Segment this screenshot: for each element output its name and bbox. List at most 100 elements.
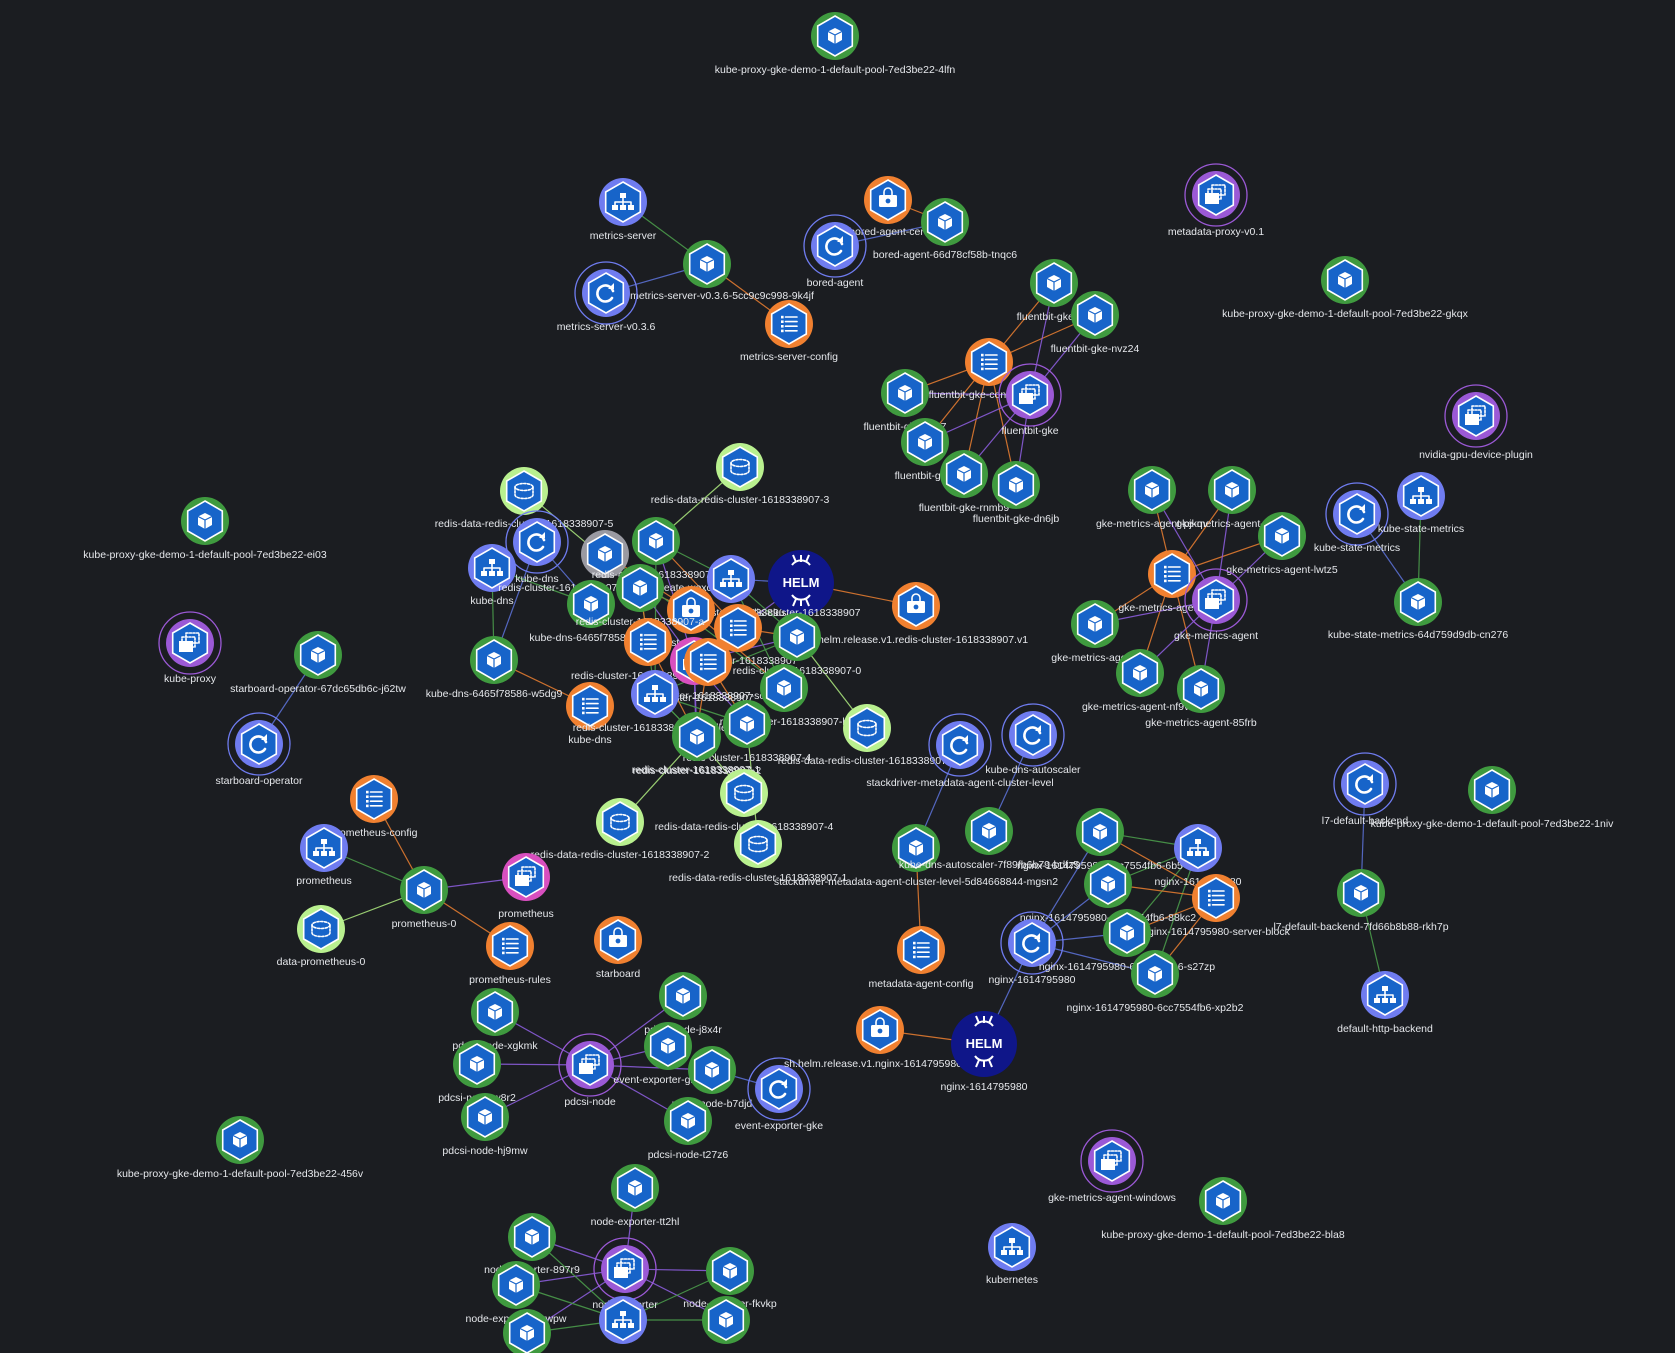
node-nx-dep[interactable]: nginx-1614795980	[989, 911, 1076, 986]
node-nx-pod4[interactable]: nginx-1614795980-6cc7554fb6-xp2b2	[1067, 950, 1244, 1014]
node-gma-nf9[interactable]: gke-metrics-agent-nf9vm	[1082, 649, 1198, 713]
node-rc-pod-2[interactable]: redis-cluster-1618338907-2	[633, 713, 762, 777]
node-l7-pod[interactable]: l7-default-backend-7fd66b8b88-rkh7p	[1273, 869, 1449, 933]
node-kp-bla8[interactable]: kube-proxy-gke-demo-1-default-pool-7ed3b…	[1101, 1177, 1345, 1241]
node-prom-svc[interactable]: prometheus	[296, 824, 352, 887]
node-rdr-3[interactable]: redis-data-redis-cluster-1618338907-3	[651, 443, 830, 506]
stack-icon	[1019, 384, 1040, 404]
node-rdr-0[interactable]: redis-data-redis-cluster-1618338907-0	[778, 704, 957, 767]
node-pd-ds[interactable]: pdcsi-node	[558, 1033, 622, 1108]
node-starboard[interactable]: starboard	[594, 916, 642, 980]
node-label: redis-data-redis-cluster-1618338907-0	[778, 755, 957, 767]
node-prom-sts[interactable]: prometheus	[498, 853, 554, 920]
node-kproxy-ds[interactable]: kube-proxy	[158, 611, 222, 685]
node-gmaw-ds[interactable]: gke-metrics-agent-windows	[1048, 1129, 1176, 1204]
node-ba-pod[interactable]: bored-agent-66d78cf58b-tnqc6	[873, 198, 1017, 261]
node-fb-rnmb[interactable]: fluentbit-gke-rnmb9	[919, 450, 1010, 514]
cube-icon	[632, 580, 648, 597]
node-nx-helm[interactable]: HELM nginx-1614795980	[941, 1011, 1028, 1093]
node-prom-cfg[interactable]: prometheus-config	[331, 775, 418, 839]
node-so-dep[interactable]: starboard-operator	[216, 712, 303, 787]
node-ne-ds[interactable]: node-exporter	[592, 1237, 658, 1311]
node-ne-b1[interactable]	[503, 1309, 551, 1353]
node-ma-cfg[interactable]: metadata-agent-config	[868, 926, 974, 990]
node-gma-2[interactable]: gke-metrics-agent-rgrc4	[1176, 466, 1288, 530]
node-kp-456v[interactable]: kube-proxy-gke-demo-1-default-pool-7ed3b…	[117, 1116, 364, 1180]
node-rc-pod-4[interactable]: redis-cluster-1618338907-4	[683, 700, 812, 764]
node-pd-hj9[interactable]: pdcsi-node-hj9mw	[442, 1093, 528, 1157]
node-k8s-svc[interactable]: kubernetes	[986, 1223, 1038, 1286]
node-mdp[interactable]: metadata-proxy-v0.1	[1168, 163, 1264, 238]
helm-chart-node	[768, 550, 834, 616]
node-gma-lwtz5[interactable]: gke-metrics-agent-lwtz5	[1226, 512, 1338, 576]
node-label: gke-metrics-agent-lwtz5	[1226, 564, 1338, 576]
node-prom-pvc[interactable]: data-prometheus-0	[277, 905, 366, 968]
node-kdns-cfg[interactable]: kube-dns	[566, 682, 614, 746]
node-kdns-dep[interactable]: kube-dns	[505, 510, 569, 585]
outer-ring	[227, 712, 291, 776]
node-helm-rc[interactable]: HELM redis-cluster-1618338907	[741, 550, 861, 619]
node-ee-dep[interactable]: event-exporter-gke	[735, 1057, 823, 1132]
node-ms-cfg[interactable]: metrics-server-config	[740, 300, 838, 363]
node-rdr-4[interactable]: redis-data-redis-cluster-1618338907-4	[655, 769, 834, 833]
node-prom-rules[interactable]: prometheus-rules	[469, 922, 551, 986]
node-dhb-svc[interactable]: default-http-backend	[1337, 971, 1433, 1035]
node-nx-cfg[interactable]: nginx-1614795980-server-block	[1142, 874, 1291, 938]
node-ms-pod[interactable]: metrics-server-v0.3.6-5cc9c9c998-9k4jf	[630, 240, 814, 302]
node-fb-ds[interactable]: fluentbit-gke	[998, 363, 1062, 437]
outer-ring	[1000, 911, 1064, 975]
node-helm-rc-sec[interactable]: sh.helm.release.v1.redis-cluster-1618338…	[804, 582, 1028, 646]
node-kdns-svc[interactable]: kube-dns	[468, 544, 516, 607]
node-pd-xgk[interactable]: pdcsi-node-xgkmk	[452, 988, 538, 1052]
node-pd-t27[interactable]: pdcsi-node-t27z6	[648, 1097, 729, 1161]
node-sd-pod[interactable]: stackdriver-metadata-agent-cluster-level…	[774, 824, 1058, 888]
node-gma-1[interactable]: gke-metrics-agent-pjkqv	[1096, 466, 1209, 530]
node-kp-ei03[interactable]: kube-proxy-gke-demo-1-default-pool-7ed3b…	[83, 497, 327, 561]
node-prom-0[interactable]: prometheus-0	[392, 866, 457, 930]
node-gma-85f[interactable]: gke-metrics-agent-85frb	[1145, 665, 1257, 729]
node-label: prometheus-rules	[469, 974, 551, 986]
node-kda-dep[interactable]: kube-dns-autoscaler	[985, 703, 1081, 776]
node-kdns-pod1[interactable]: kube-dns-6465f78586-9vfr	[529, 580, 653, 644]
node-gma-3[interactable]: gke-metrics-agent-	[1051, 600, 1139, 664]
node-ba-cert[interactable]: bored-agent-cert	[849, 176, 927, 238]
hexagon-badge	[689, 641, 727, 683]
node-fb-dn6[interactable]: fluentbit-gke-dn6jb	[973, 461, 1060, 525]
node-rdr-5[interactable]: redis-data-redis-cluster-1618338907-5	[435, 467, 614, 530]
node-ms-svc[interactable]: metrics-server	[590, 178, 657, 242]
node-ksm-dep[interactable]: kube-state-metrics	[1314, 482, 1400, 554]
node-pd-8r2[interactable]: pdcsi-node-w8r2	[438, 1040, 516, 1104]
node-nx-helm-sec[interactable]: sh.helm.release.v1.nginx-1614795980.v1	[784, 1006, 976, 1070]
node-kda-pod[interactable]: kube-dns-autoscaler-7f89fb6b79-bdfz5	[899, 807, 1080, 871]
node-kp-1niv[interactable]: kube-proxy-gke-demo-1-default-pool-7ed3b…	[1371, 766, 1615, 830]
node-fb-nvz24[interactable]: fluentbit-gke-nvz24	[1051, 291, 1140, 355]
disk-icon	[610, 813, 630, 831]
node-ne-tt2[interactable]: node-exporter-tt2hl	[591, 1164, 680, 1228]
hexagon-badge	[760, 1068, 798, 1110]
cube-icon	[937, 214, 953, 231]
node-kp-4lfn[interactable]: kube-proxy-gke-demo-1-default-pool-7ed3b…	[715, 12, 956, 76]
node-ksm-pod[interactable]: kube-state-metrics-64d759d9db-cn276	[1328, 578, 1509, 641]
node-ksm-svc[interactable]: kube-state-metrics	[1378, 472, 1464, 535]
node-ne-b3[interactable]	[702, 1296, 750, 1344]
node-ne-b2[interactable]	[599, 1296, 647, 1344]
node-l7-dep[interactable]: l7-default-backend	[1322, 752, 1409, 827]
node-so-pod[interactable]: starboard-operator-67dc65db6c-j62tw	[230, 631, 406, 695]
node-label: redis-data-redis-cluster-1618338907-3	[651, 494, 830, 506]
node-nx-svc[interactable]: nginx-1614795980	[1155, 824, 1242, 888]
node-fb-x[interactable]: fluentbit-gke-	[895, 418, 956, 482]
node-sd-dep[interactable]: stackdriver-metadata-agent-cluster-level	[866, 713, 1054, 789]
node-rdr-1[interactable]: redis-data-redis-cluster-1618338907-1	[669, 820, 848, 884]
node-ba-dep[interactable]: bored-agent	[803, 214, 867, 289]
node-ne-897[interactable]: node-exporter-897r9	[484, 1213, 580, 1276]
node-kp-gkqx[interactable]: kube-proxy-gke-demo-1-default-pool-7ed3b…	[1222, 256, 1469, 320]
node-ms-dep[interactable]: metrics-server-v0.3.6	[557, 261, 656, 333]
node-rdr-2[interactable]: redis-data-redis-cluster-1618338907-2	[531, 798, 710, 861]
node-nvidia[interactable]: nvidia-gpu-device-plugin	[1419, 384, 1533, 461]
outer-ring	[1184, 568, 1248, 632]
node-kdns-pod2[interactable]: kube-dns-6465f78586-w5dg9	[426, 636, 563, 700]
node-nx-pod2[interactable]: nginx-1614795980-6cc7554fb6-88kc2	[1020, 860, 1196, 924]
node-gma-ds[interactable]: gke-metrics-agent	[1174, 568, 1258, 642]
outer-ring	[574, 261, 638, 325]
